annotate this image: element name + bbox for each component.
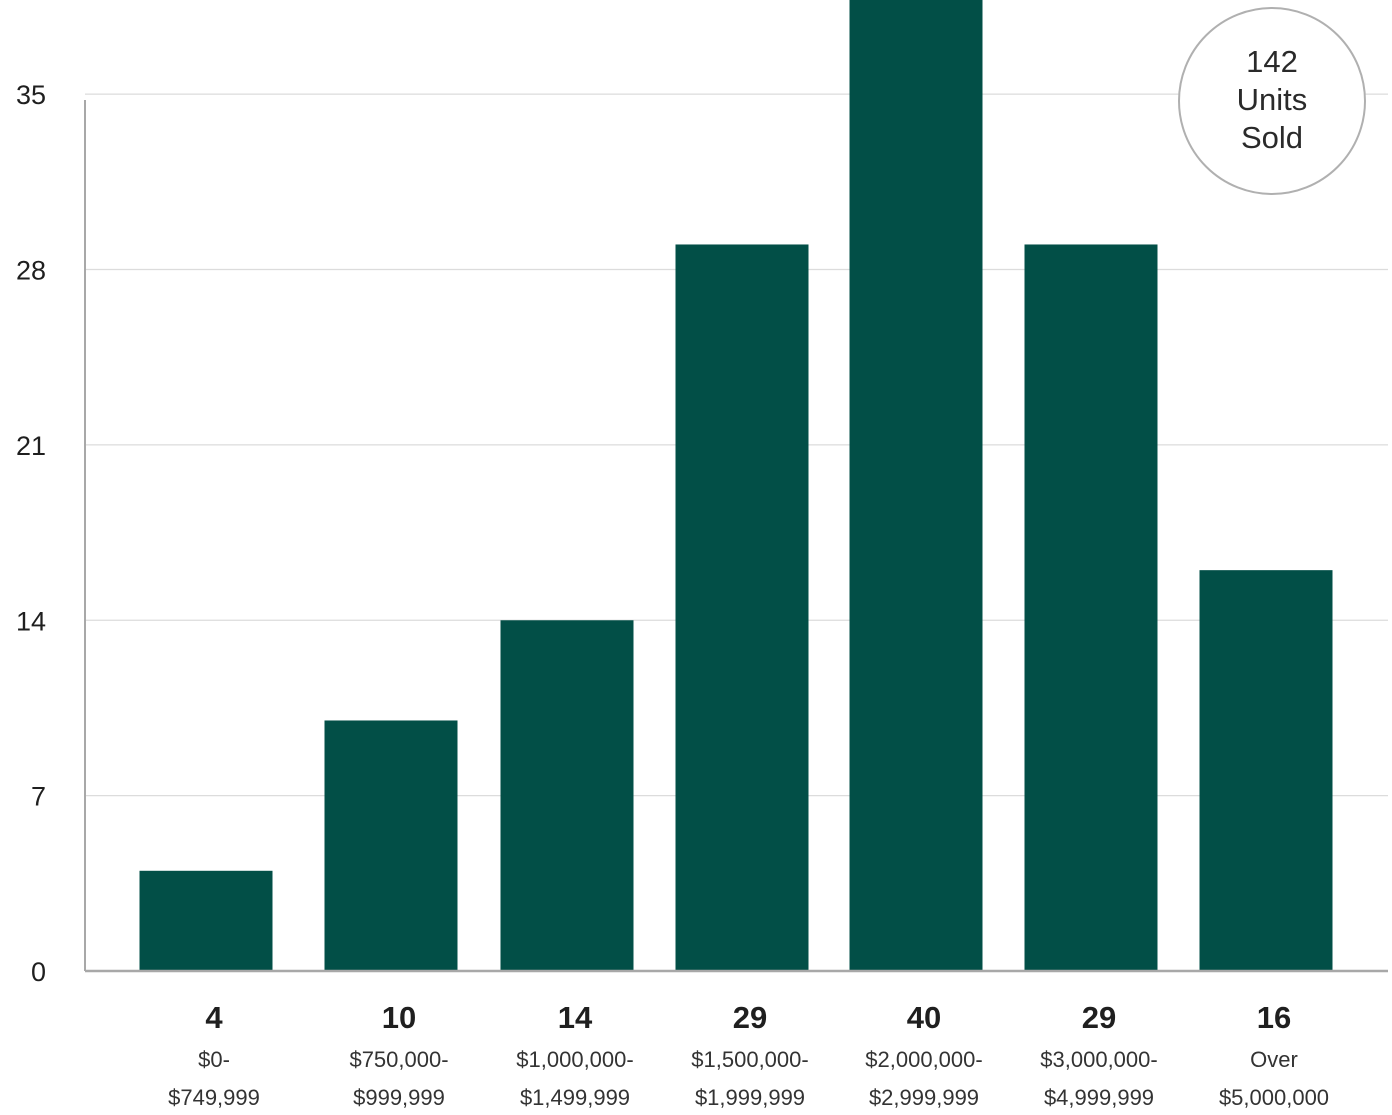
category-label-0-line-0: $0- — [198, 1047, 230, 1072]
category-label-2-line-0: $1,000,000- — [516, 1047, 633, 1072]
bar-value-label-5: 29 — [1082, 1000, 1116, 1035]
y-axis-ticks: 0 7 14 21 28 35 — [16, 80, 46, 987]
y-tick-label-28: 28 — [16, 256, 46, 286]
bar-6 — [1199, 570, 1333, 971]
bar-value-label-4: 40 — [907, 1000, 941, 1035]
bar-value-label-6: 16 — [1257, 1000, 1291, 1035]
category-label-1-line-0: $750,000- — [349, 1047, 448, 1072]
y-tick-label-14: 14 — [16, 606, 46, 636]
badge-circle — [1178, 7, 1366, 195]
bar-0 — [139, 870, 273, 971]
axes — [84, 100, 1388, 973]
bar-5 — [1024, 244, 1158, 971]
y-tick-label-21: 21 — [16, 431, 46, 461]
bar-4 — [849, 0, 983, 972]
category-label-1-line-1: $999,999 — [353, 1085, 445, 1110]
badge-line-sold: Sold — [1241, 120, 1303, 155]
category-label-3-line-1: $1,999,999 — [695, 1085, 805, 1110]
bar-value-label-3: 29 — [733, 1000, 767, 1035]
units-sold-badge: 142 Units Sold — [1178, 7, 1366, 195]
bar-value-label-1: 10 — [382, 1000, 416, 1035]
bar-value-label-2: 14 — [558, 1000, 593, 1035]
category-label-3-line-0: $1,500,000- — [691, 1047, 808, 1072]
y-tick-label-35: 35 — [16, 80, 46, 110]
bar-value-label-0: 4 — [205, 1000, 223, 1035]
category-label-2-line-1: $1,499,999 — [520, 1085, 630, 1110]
category-label-5-line-0: $3,000,000- — [1040, 1047, 1157, 1072]
category-label-6-line-1: $5,000,000 — [1219, 1085, 1329, 1110]
bar-3 — [675, 244, 809, 971]
bar-2 — [500, 620, 634, 971]
category-label-0-line-1: $749,999 — [168, 1085, 260, 1110]
y-tick-label-0: 0 — [31, 957, 46, 987]
y-tick-label-7: 7 — [31, 782, 46, 812]
category-label-4-line-0: $2,000,000- — [865, 1047, 982, 1072]
badge-line-count: 142 — [1246, 44, 1298, 79]
bars — [139, 0, 1333, 972]
x-axis-labels: 4 $0- $749,999 10 $750,000- $999,999 14 $1,000,… — [168, 1000, 1329, 1110]
badge-line-units: Units — [1237, 82, 1308, 117]
category-label-4-line-1: $2,999,999 — [869, 1085, 979, 1110]
bar-1 — [324, 720, 458, 971]
category-label-6-line-0: Over — [1250, 1047, 1298, 1072]
category-label-5-line-1: $4,999,999 — [1044, 1085, 1154, 1110]
